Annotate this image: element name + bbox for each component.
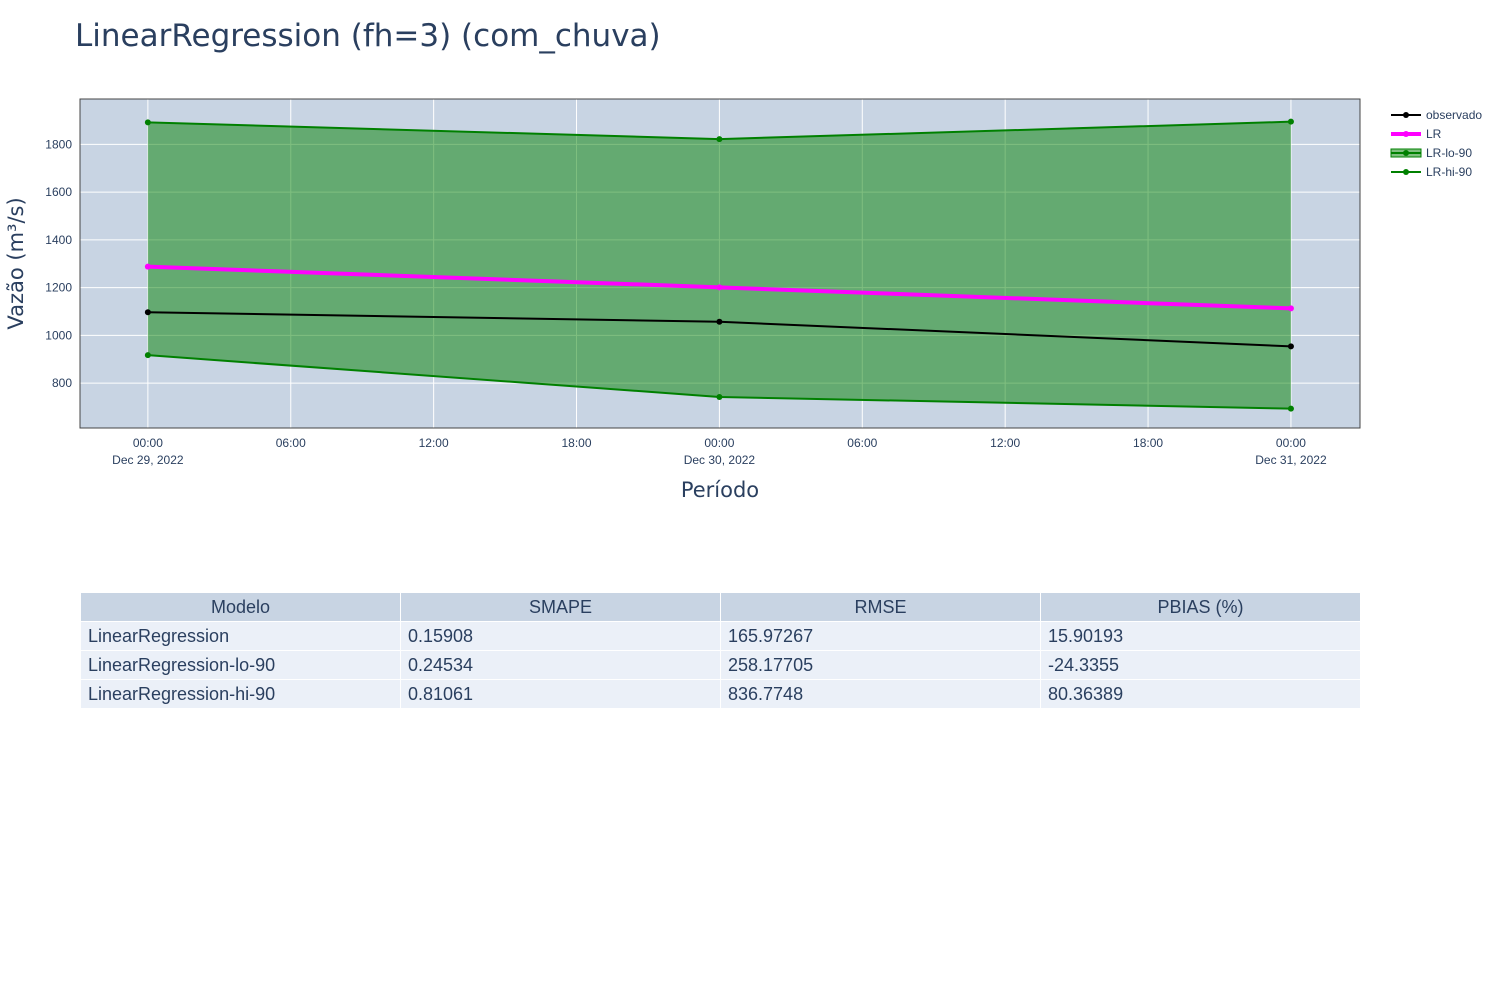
data-point-LR-hi-90 bbox=[1287, 118, 1294, 125]
data-point-LR bbox=[716, 284, 723, 291]
table-header-modelo: Modelo bbox=[80, 592, 401, 622]
legend-label-observado: observado bbox=[1426, 108, 1482, 122]
data-point-LR-hi-90 bbox=[144, 119, 151, 126]
table-cell: 258.17705 bbox=[720, 650, 1041, 680]
table-cell: 0.81061 bbox=[400, 679, 721, 709]
legend-marker-LR bbox=[1403, 131, 1409, 137]
data-point-LR bbox=[1287, 305, 1294, 312]
table-cell: LinearRegression-hi-90 bbox=[80, 679, 401, 709]
data-point-LR-lo-90 bbox=[144, 352, 151, 359]
y-tick-label: 1600 bbox=[45, 185, 72, 199]
table-header-pbias: PBIAS (%) bbox=[1040, 592, 1361, 622]
chart-canvas: 800 1000 1200 1400 1600 1800 00:00 Dec 29, 2022… bbox=[4, 98, 1482, 502]
legend-label-LR-lo-90: LR-lo-90 bbox=[1426, 146, 1472, 160]
table-row: LinearRegression 0.15908 165.97267 15.90… bbox=[80, 621, 1361, 651]
table-cell: 80.36389 bbox=[1040, 679, 1361, 709]
table-cell: 15.90193 bbox=[1040, 621, 1361, 651]
x-tick-label: 00:00 bbox=[704, 436, 734, 450]
y-tick-label: 1400 bbox=[45, 233, 72, 247]
x-axis-title: Período bbox=[681, 478, 759, 502]
metrics-table: Modelo SMAPE RMSE PBIAS (%) LinearRegres… bbox=[80, 592, 1361, 709]
x-tick-label: 00:00 bbox=[1276, 436, 1306, 450]
table-cell: 0.24534 bbox=[400, 650, 721, 680]
y-axis-title: Vazão (m³/s) bbox=[4, 197, 28, 329]
table-row: LinearRegression-lo-90 0.24534 258.17705… bbox=[80, 650, 1361, 680]
data-point-LR-hi-90 bbox=[716, 136, 723, 143]
confidence-band bbox=[147, 121, 1291, 409]
plot-border bbox=[79, 98, 1361, 429]
table-header-row: Modelo SMAPE RMSE PBIAS (%) bbox=[80, 592, 1361, 622]
legend-marker-observado bbox=[1403, 112, 1409, 118]
legend-label-LR: LR bbox=[1426, 127, 1442, 141]
x-tick-label: 06:00 bbox=[276, 436, 306, 450]
x-tick-label: 12:00 bbox=[419, 436, 449, 450]
table-header-smape: SMAPE bbox=[400, 592, 721, 622]
y-tick-label: 1200 bbox=[45, 281, 72, 295]
table-row: LinearRegression-hi-90 0.81061 836.7748 … bbox=[80, 679, 1361, 709]
table-cell: 165.97267 bbox=[720, 621, 1041, 651]
data-point-observado bbox=[716, 318, 723, 325]
y-tick-label: 800 bbox=[52, 376, 72, 390]
x-tick-label: 12:00 bbox=[990, 436, 1020, 450]
x-tick-label: 06:00 bbox=[847, 436, 877, 450]
data-point-LR-lo-90 bbox=[716, 393, 723, 400]
table-cell: LinearRegression bbox=[80, 621, 401, 651]
data-point-observado bbox=[144, 309, 151, 316]
x-tick-date-label: Dec 30, 2022 bbox=[684, 453, 756, 467]
legend-marker-LR-lo-90 bbox=[1403, 150, 1409, 156]
table-cell: 836.7748 bbox=[720, 679, 1041, 709]
legend-label-LR-hi-90: LR-hi-90 bbox=[1426, 165, 1472, 179]
table-cell: LinearRegression-lo-90 bbox=[80, 650, 401, 680]
data-point-observado bbox=[1287, 343, 1294, 350]
x-tick-date-label: Dec 29, 2022 bbox=[112, 453, 184, 467]
x-tick-date-label: Dec 31, 2022 bbox=[1255, 453, 1327, 467]
y-tick-label: 1000 bbox=[45, 328, 72, 342]
table-cell: 0.15908 bbox=[400, 621, 721, 651]
data-point-LR bbox=[144, 263, 151, 270]
chart-title: LinearRegression (fh=3) (com_chuva) bbox=[75, 18, 661, 54]
x-tick-label: 18:00 bbox=[1133, 436, 1163, 450]
x-tick-label: 18:00 bbox=[562, 436, 592, 450]
table-header-rmse: RMSE bbox=[720, 592, 1041, 622]
table-cell: -24.3355 bbox=[1040, 650, 1361, 680]
x-tick-label: 00:00 bbox=[133, 436, 163, 450]
y-tick-label: 1800 bbox=[45, 137, 72, 151]
legend-marker-LR-hi-90 bbox=[1403, 169, 1409, 175]
data-point-LR-lo-90 bbox=[1287, 405, 1294, 412]
